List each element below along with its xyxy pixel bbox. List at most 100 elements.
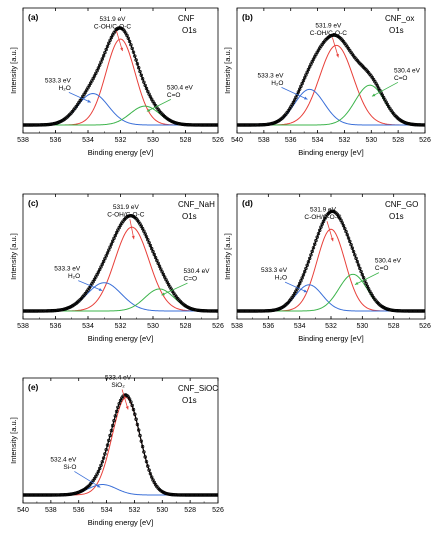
peak-annotation: 531.9 eVC-OH/C-O-C bbox=[304, 206, 342, 242]
data-point bbox=[310, 249, 314, 254]
annotation-arrow bbox=[121, 389, 129, 410]
x-tick-label: 536 bbox=[262, 323, 274, 330]
annotation-assignment: C-OH/C-O-C bbox=[310, 30, 347, 37]
data-point bbox=[143, 83, 147, 88]
data-point bbox=[131, 407, 136, 412]
data-point bbox=[133, 412, 137, 416]
peak-annotation: 531.9 eVC-OH/C-O-C bbox=[310, 22, 347, 58]
data-point bbox=[356, 263, 361, 267]
sample-name: CNF_ox bbox=[385, 14, 414, 23]
data-points bbox=[23, 213, 218, 313]
data-point bbox=[422, 309, 425, 313]
data-point bbox=[129, 43, 133, 47]
data-point bbox=[99, 463, 103, 467]
annotation-energy: 530.4 eV bbox=[394, 67, 421, 74]
plot-area bbox=[23, 213, 218, 313]
data-point bbox=[103, 50, 107, 55]
peak-annotation: 531.9 eVC-OH/C-O-C bbox=[94, 16, 131, 52]
panel-letter: (c) bbox=[28, 198, 39, 208]
annotation-arrowhead bbox=[87, 99, 91, 103]
annotation-arrow bbox=[326, 221, 334, 242]
data-point bbox=[351, 249, 356, 254]
data-point bbox=[146, 464, 150, 468]
envelope-fit-line bbox=[23, 215, 218, 312]
data-point bbox=[315, 235, 319, 239]
y-axis-title: Intensity [a.u.] bbox=[9, 47, 18, 94]
data-point bbox=[109, 35, 114, 40]
x-axis-title: Binding energy [eV] bbox=[298, 148, 363, 157]
region-label: O1s bbox=[389, 26, 404, 35]
annotation-arrowhead bbox=[146, 108, 151, 112]
annotation-arrowhead bbox=[371, 93, 376, 97]
annotation-energy: 532.4 eV bbox=[50, 456, 77, 463]
x-axis-title: Binding energy [eV] bbox=[88, 518, 153, 527]
data-point bbox=[365, 284, 370, 288]
data-point bbox=[108, 245, 112, 249]
data-point bbox=[307, 256, 312, 261]
x-tick-label: 534 bbox=[312, 137, 324, 144]
data-point bbox=[300, 276, 304, 280]
x-tick-label: 530 bbox=[156, 507, 168, 514]
x-axis-title: Binding energy [eV] bbox=[88, 148, 153, 157]
data-point bbox=[108, 433, 112, 438]
data-point bbox=[104, 47, 108, 52]
annotation-assignment: H₂O bbox=[271, 80, 283, 87]
x-tick-label: 526 bbox=[212, 137, 224, 144]
data-point bbox=[294, 95, 298, 100]
data-point bbox=[112, 236, 116, 241]
data-point bbox=[359, 269, 363, 274]
data-point bbox=[142, 229, 146, 233]
x-tick-label: 530 bbox=[147, 137, 159, 144]
peak-annotation: 531.9 eVC-OH/C-O-C bbox=[107, 204, 145, 240]
data-point bbox=[95, 69, 99, 73]
data-point bbox=[130, 46, 134, 51]
component-curve-3 bbox=[23, 105, 218, 126]
data-point bbox=[348, 239, 352, 244]
x-tick-label: 528 bbox=[392, 137, 404, 144]
panel-d: 538 536 534 532 530 528 526 Binding energy [eV]… bbox=[223, 193, 431, 343]
annotation-arrowhead bbox=[96, 484, 101, 488]
y-axis-title: Intensity [a.u.] bbox=[9, 233, 18, 280]
data-point bbox=[309, 62, 313, 66]
data-point bbox=[216, 309, 218, 313]
data-point bbox=[100, 460, 105, 464]
data-point bbox=[144, 86, 149, 91]
data-point bbox=[146, 237, 150, 242]
data-point bbox=[104, 447, 108, 452]
data-point bbox=[148, 243, 153, 248]
data-point bbox=[113, 233, 118, 238]
data-point bbox=[97, 63, 102, 67]
data-point bbox=[129, 400, 133, 404]
data-point bbox=[299, 84, 303, 89]
data-point bbox=[105, 443, 110, 447]
x-tick-label: 532 bbox=[115, 137, 127, 144]
data-point bbox=[114, 409, 119, 414]
data-point bbox=[305, 70, 309, 74]
data-point bbox=[361, 276, 366, 280]
data-point bbox=[215, 309, 218, 313]
annotation-arrow bbox=[74, 471, 101, 488]
data-point bbox=[108, 38, 112, 42]
data-point bbox=[423, 309, 425, 313]
x-tick-label: 540 bbox=[231, 137, 243, 144]
data-point bbox=[349, 243, 353, 247]
data-point bbox=[319, 225, 323, 229]
data-point bbox=[160, 270, 164, 274]
data-point bbox=[92, 74, 97, 78]
data-point bbox=[107, 41, 111, 45]
annotation-arrowhead bbox=[330, 237, 334, 242]
annotation-arrowhead bbox=[303, 289, 308, 293]
data-point bbox=[109, 242, 114, 246]
y-axis-title: Intensity [a.u.] bbox=[9, 417, 18, 464]
data-point bbox=[346, 236, 351, 240]
data-point bbox=[143, 232, 147, 236]
data-point bbox=[296, 90, 301, 94]
annotation-arrow bbox=[331, 37, 339, 58]
envelope-fit-line bbox=[23, 394, 218, 496]
data-point bbox=[345, 233, 349, 237]
data-point bbox=[127, 39, 132, 44]
annotation-arrowhead bbox=[131, 235, 135, 240]
